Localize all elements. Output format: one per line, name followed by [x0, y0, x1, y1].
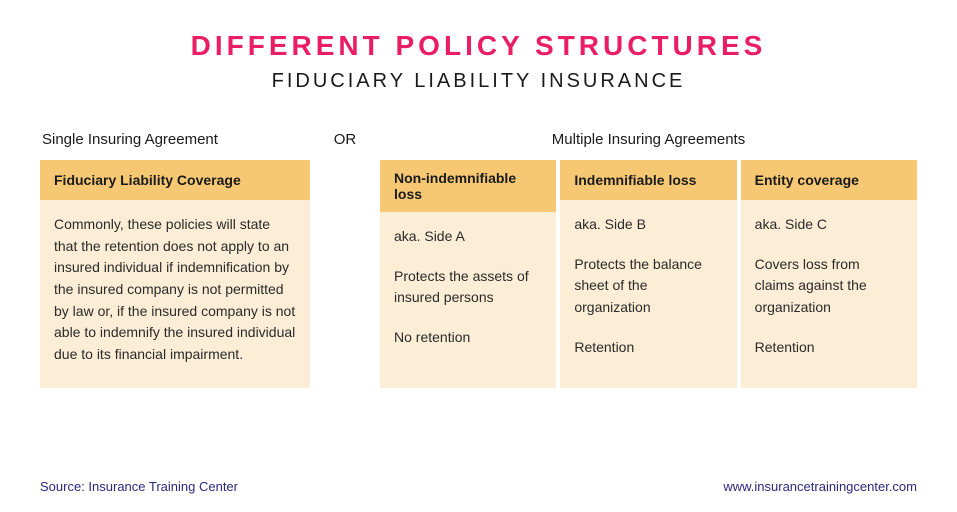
multi-aka-a: aka. Side A [394, 226, 542, 248]
single-body-text: Commonly, these policies will state that… [54, 214, 296, 366]
single-body: Commonly, these policies will state that… [40, 200, 310, 388]
multi-body-c: aka. Side C Covers loss from claims agai… [741, 200, 917, 388]
label-or: OR [310, 131, 380, 148]
footer-source: Source: Insurance Training Center [40, 479, 238, 494]
multi-body-a: aka. Side A Protects the assets of insur… [380, 212, 556, 388]
columns-container: Fiduciary Liability Coverage Commonly, t… [40, 160, 917, 388]
single-header: Fiduciary Liability Coverage [40, 160, 310, 200]
multi-header-b: Indemnifiable loss [560, 160, 736, 200]
label-single: Single Insuring Agreement [40, 131, 310, 148]
multi-aka-c: aka. Side C [755, 214, 903, 236]
multi-body-b: aka. Side B Protects the balance sheet o… [560, 200, 736, 388]
multi-retention-b: Retention [574, 337, 722, 359]
multi-header-a: Non-indemnifiable loss [380, 160, 556, 212]
multi-header-c: Entity coverage [741, 160, 917, 200]
multi-desc-b: Protects the balance sheet of the organi… [574, 254, 722, 319]
multi-col-b: Indemnifiable loss aka. Side B Protects … [560, 160, 736, 388]
label-multiple: Multiple Insuring Agreements [380, 131, 917, 148]
multi-retention-a: No retention [394, 327, 542, 349]
multi-col-c: Entity coverage aka. Side C Covers loss … [741, 160, 917, 388]
footer: Source: Insurance Training Center www.in… [40, 479, 917, 494]
single-column: Fiduciary Liability Coverage Commonly, t… [40, 160, 310, 388]
footer-url: www.insurancetrainingcenter.com [723, 479, 917, 494]
multi-desc-a: Protects the assets of insured persons [394, 266, 542, 309]
multi-retention-c: Retention [755, 337, 903, 359]
multi-col-a: Non-indemnifiable loss aka. Side A Prote… [380, 160, 556, 388]
multi-columns: Non-indemnifiable loss aka. Side A Prote… [380, 160, 917, 388]
multi-desc-c: Covers loss from claims against the orga… [755, 254, 903, 319]
multi-aka-b: aka. Side B [574, 214, 722, 236]
column-gap [310, 160, 380, 388]
section-labels: Single Insuring Agreement OR Multiple In… [40, 131, 917, 148]
page-subtitle: FIDUCIARY LIABILITY INSURANCE [40, 70, 917, 93]
page-title: DIFFERENT POLICY STRUCTURES [40, 30, 917, 62]
